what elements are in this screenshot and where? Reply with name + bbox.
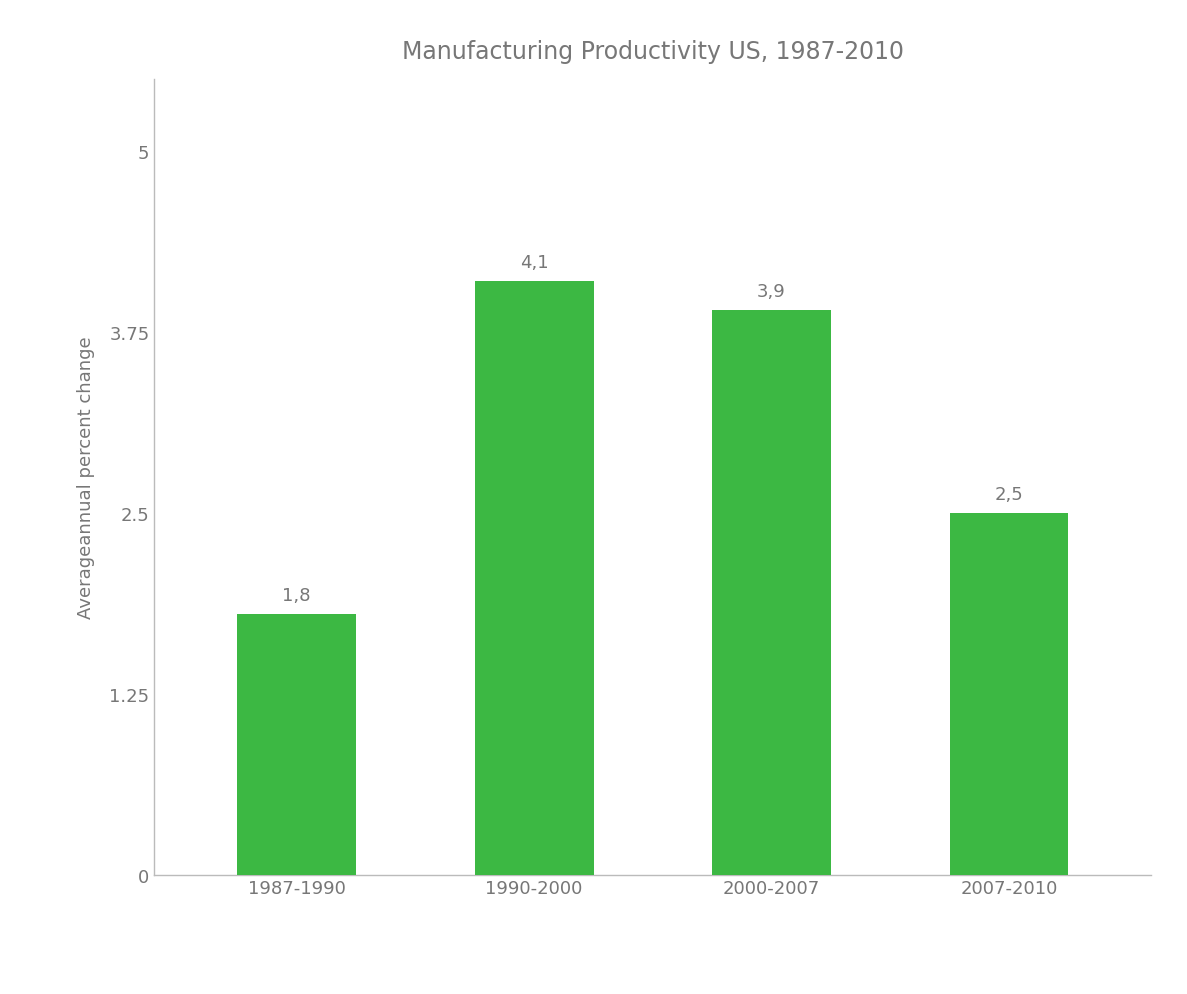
Title: Manufacturing Productivity US, 1987-2010: Manufacturing Productivity US, 1987-2010 [402, 40, 903, 64]
Bar [237, 614, 356, 875]
Y-axis label: Averageannual percent change: Averageannual percent change [77, 336, 95, 618]
Bar [712, 311, 831, 875]
Text: 2,5: 2,5 [995, 485, 1023, 503]
Bar [475, 282, 594, 875]
Text: 1,8: 1,8 [283, 586, 311, 604]
Text: 3,9: 3,9 [757, 282, 786, 301]
Text: 4,1: 4,1 [520, 253, 548, 271]
Bar [950, 513, 1068, 875]
